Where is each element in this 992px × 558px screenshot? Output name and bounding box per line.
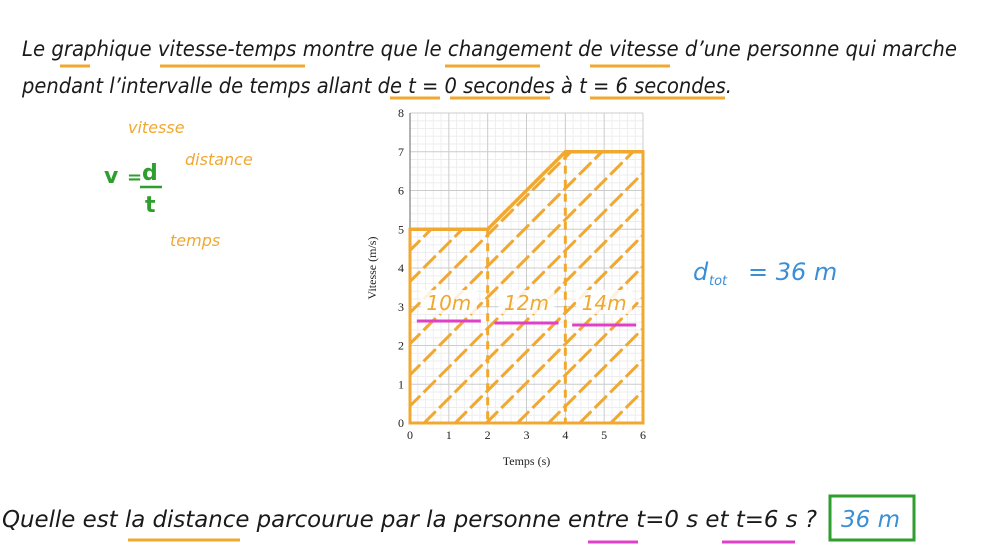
x-axis-label: Temps (s) bbox=[503, 454, 550, 468]
formula: v = d t bbox=[104, 161, 162, 218]
x-tick-label: 2 bbox=[485, 428, 491, 442]
label: distance bbox=[185, 150, 253, 169]
header-line: Le graphique vitesse-temps montre que le… bbox=[22, 37, 957, 61]
chart: 0 1 2 3 4 5 6 0 1 2 3 4 5 6 7 8 Temps (s) Vitesse (m/s) 10… bbox=[365, 106, 646, 468]
formula-labels: vitesse distance temps bbox=[128, 118, 253, 250]
formula-eq: = bbox=[127, 167, 142, 188]
x-tick-label: 1 bbox=[446, 428, 452, 442]
x-tick-label: 5 bbox=[601, 428, 607, 442]
annotation-bg bbox=[498, 290, 555, 314]
y-tick-label: 1 bbox=[398, 377, 404, 391]
total: d tot = 36 m bbox=[693, 258, 837, 289]
total-sub: tot bbox=[709, 274, 728, 289]
answer: 36 m bbox=[841, 507, 900, 533]
y-tick-label: 7 bbox=[398, 145, 404, 159]
y-tick-label: 5 bbox=[398, 222, 404, 236]
answer-box bbox=[828, 494, 916, 542]
annotation: 14m bbox=[582, 291, 627, 315]
y-tick-label: 2 bbox=[398, 339, 404, 353]
y-tick-label: 8 bbox=[398, 106, 404, 120]
y-tick-label: 0 bbox=[398, 416, 404, 430]
annotation-bg bbox=[576, 290, 633, 314]
line bbox=[410, 150, 643, 231]
label: temps bbox=[170, 231, 220, 250]
underlines bbox=[60, 64, 725, 100]
formula-v: v bbox=[104, 164, 119, 189]
y-tick-label: 3 bbox=[398, 300, 404, 314]
annotation-bg bbox=[420, 290, 477, 314]
question: Quelle est la distance parcourue par la … bbox=[2, 507, 817, 533]
header-line: pendant l’intervalle de temps allant de … bbox=[21, 74, 732, 98]
x-tick-label: 6 bbox=[640, 428, 646, 442]
annotation: 12m bbox=[504, 291, 549, 315]
x-tick-label: 3 bbox=[524, 428, 530, 442]
formula-d: d bbox=[142, 161, 158, 186]
y-tick-label: 6 bbox=[398, 184, 404, 198]
x-tick-label: 4 bbox=[562, 428, 568, 442]
x-tick-label: 0 bbox=[407, 428, 413, 442]
label: vitesse bbox=[128, 118, 185, 137]
annotation: 10m bbox=[426, 291, 471, 315]
y-tick-label: 4 bbox=[398, 261, 404, 275]
total-d: d bbox=[693, 258, 709, 286]
total-rest: = 36 m bbox=[748, 258, 837, 286]
y-axis-label: Vitesse (m/s) bbox=[365, 237, 379, 300]
formula-t: t bbox=[145, 193, 156, 218]
